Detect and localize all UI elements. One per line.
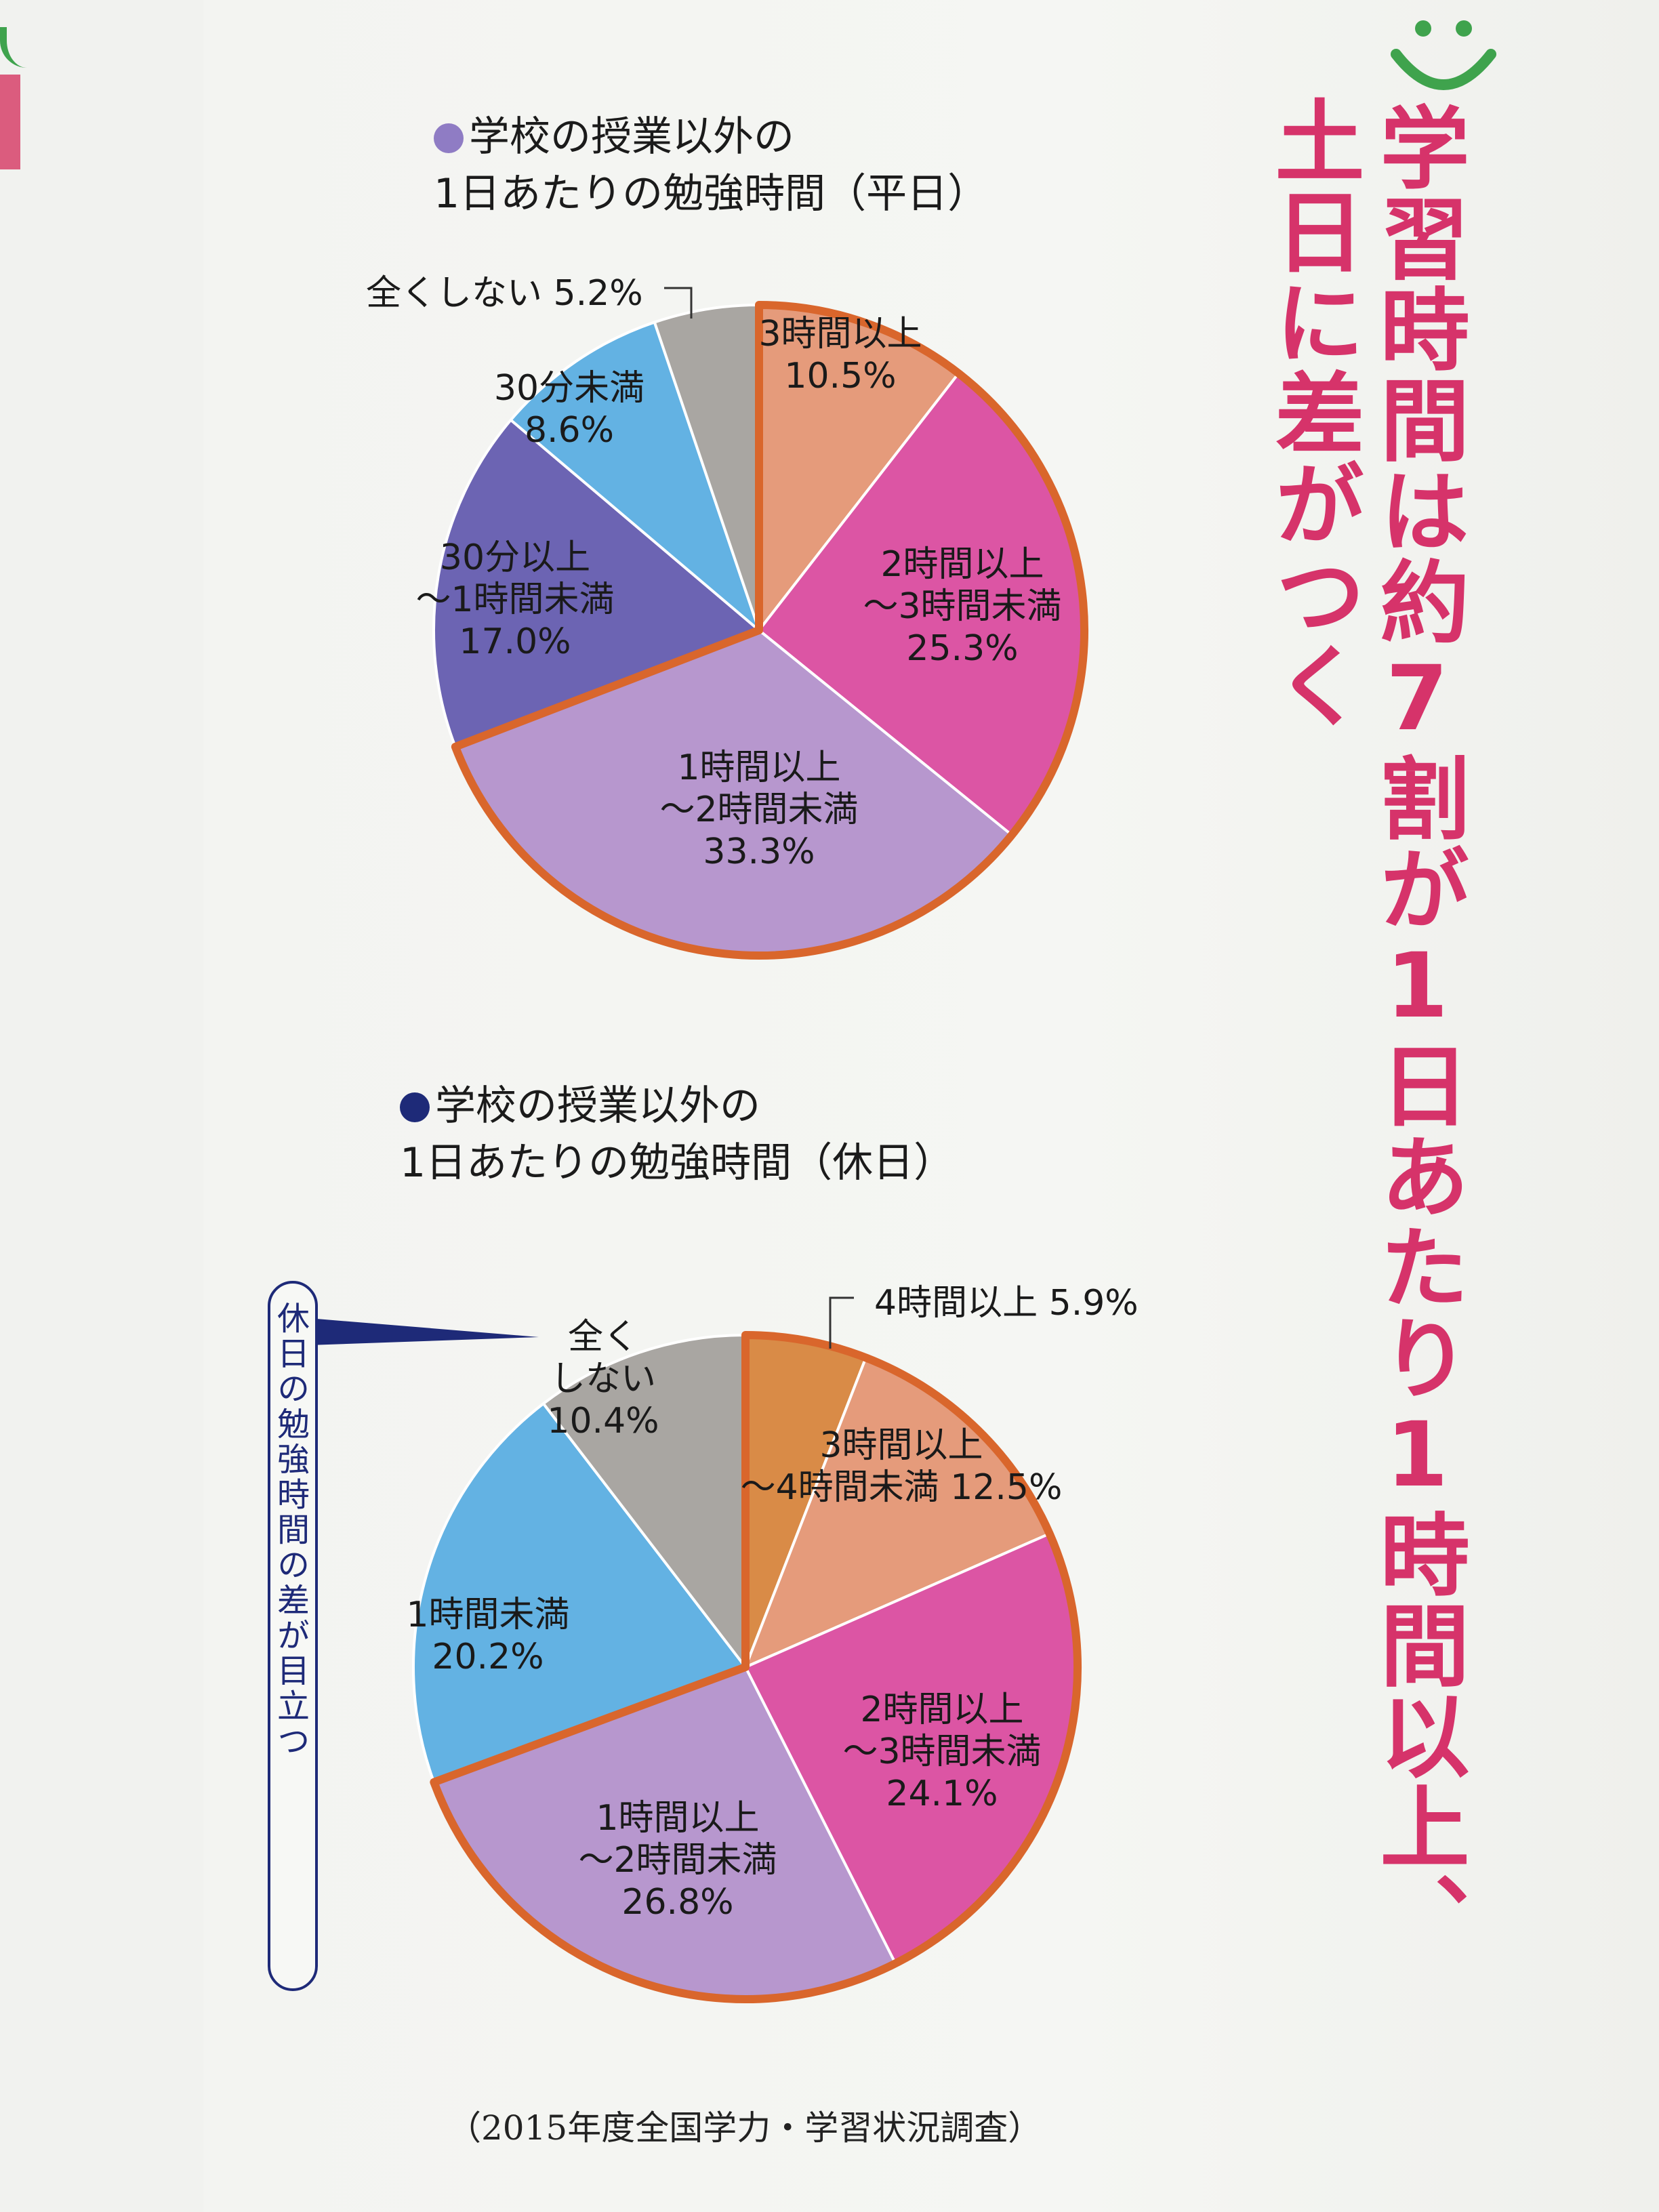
slice-label: 3時間以上 10.5% — [758, 314, 922, 396]
headline-line1: 学習時間は約7割が1日あたり1時間以上、 — [1365, 102, 1469, 1963]
pie-slice — [432, 417, 762, 749]
leader-line — [664, 287, 693, 319]
chart-title-holiday-text: 学校の授業以外の 1日あたりの勉強時間（休日） — [400, 1082, 955, 1187]
headline-line2: 土日に差がつく — [1260, 95, 1364, 731]
chart-title-holiday: 学校の授業以外の 1日あたりの勉強時間（休日） — [400, 1078, 954, 1191]
slice-label: 30分以上～1時間未満 17.0% — [415, 537, 614, 662]
bubble-pointer — [308, 1318, 539, 1345]
adjacent-page-text-fragment — [0, 75, 20, 169]
slice-label: 4時間以上 5.9% — [874, 1283, 1139, 1324]
chart-title-weekday-text: 学校の授業以外の 1日あたりの勉強時間（平日） — [434, 113, 989, 218]
slice-label: 全くしない 5.2% — [366, 273, 643, 314]
pie-chart-weekday: 3時間以上 10.5% 2時間以上～3時間未満 25.3%1時間以上～2時間未満 33.… — [366, 273, 1088, 960]
callout-bubble-text: 休日の勉強時間の差が目立つ — [271, 1301, 309, 1759]
slice-label: 2時間以上～3時間未満 25.3% — [863, 544, 1061, 669]
leader-line — [829, 1296, 854, 1349]
highlight-outline — [451, 301, 1088, 960]
bullet-icon — [434, 123, 464, 153]
slice-label: 1時間以上～2時間未満 33.3% — [659, 747, 858, 872]
slice-label: 30分未満 8.6% — [494, 368, 644, 451]
smile-icon — [1391, 20, 1496, 90]
pie-chart-holiday: 4時間以上 5.9% 3時間以上～4時間未満 12.5% 2時間以上～3時間未満 24… — [406, 1283, 1139, 2003]
adjacent-page-mark — [0, 27, 38, 68]
slice-label: 全くしない 10.4% — [547, 1317, 659, 1441]
callout-bubble — [268, 1281, 318, 1991]
pie-slice — [412, 1401, 748, 1784]
chart-title-weekday: 学校の授業以外の 1日あたりの勉強時間（平日） — [434, 108, 988, 222]
slice-label: 3時間以上～4時間未満 12.5% — [741, 1425, 1063, 1508]
pie-slice — [541, 1333, 747, 1671]
slice-label: 1時間以上～2時間未満 26.8% — [578, 1798, 777, 1923]
adjacent-page — [0, 0, 205, 2212]
slice-label: 2時間以上～3時間未満 24.1% — [842, 1689, 1041, 1814]
highlight-outline — [430, 1331, 1082, 2003]
pie-slice — [508, 320, 762, 635]
source-note: （2015年度全国学力・学習状況調査） — [447, 2108, 1042, 2148]
slice-label: 1時間未満 20.2% — [406, 1595, 569, 1677]
bullet-icon — [400, 1092, 430, 1122]
